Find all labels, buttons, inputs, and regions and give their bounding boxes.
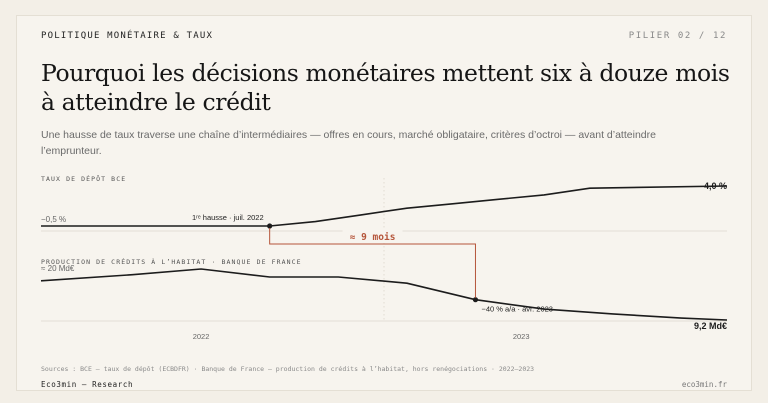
site-link[interactable]: eco3min.fr xyxy=(681,380,727,389)
lag-label-bg xyxy=(342,230,403,243)
section-kicker: POLITIQUE MONÉTAIRE & TAUX xyxy=(41,31,214,41)
brand-name: Eco3min — Research xyxy=(41,380,134,389)
panel-label-rate: TAUX DE DÉPÔT BCE xyxy=(41,174,126,183)
panel-label-credit: PRODUCTION DE CRÉDITS À L’HABITAT · BANQ… xyxy=(41,257,302,266)
ref-label-credit: ≈ 20 Md€ xyxy=(41,264,75,273)
series-line-credit xyxy=(40,268,728,321)
annotation-label-credit: −40 % a/a · avr. 2023 xyxy=(481,305,553,314)
annotation-point-credit xyxy=(472,297,479,303)
end-label-rate: 4,0 % xyxy=(704,181,727,191)
end-label-credit: 9,2 Md€ xyxy=(694,321,727,331)
x-tick-2022: 2022 xyxy=(193,332,210,341)
annotation-point-rate xyxy=(267,223,273,229)
lag-bracket xyxy=(269,228,476,298)
page-title: Pourquoi les décisions monétaires metten… xyxy=(41,59,730,116)
page-indicator: PILIER 02 / 12 xyxy=(628,31,727,41)
page-subtitle: Une hausse de taux traverse une chaîne d… xyxy=(41,129,656,157)
x-tick-2023: 2023 xyxy=(513,332,530,341)
lag-label: ≈ 9 mois xyxy=(350,232,396,243)
annotation-label-rate: 1ʳᵉ hausse · juil. 2022 xyxy=(192,213,264,222)
sources-note: Sources : BCE — taux de dépôt (ECBDFR) ·… xyxy=(41,365,535,373)
ref-label-rate: −0,5 % xyxy=(41,215,66,224)
series-line-rate xyxy=(41,185,728,227)
